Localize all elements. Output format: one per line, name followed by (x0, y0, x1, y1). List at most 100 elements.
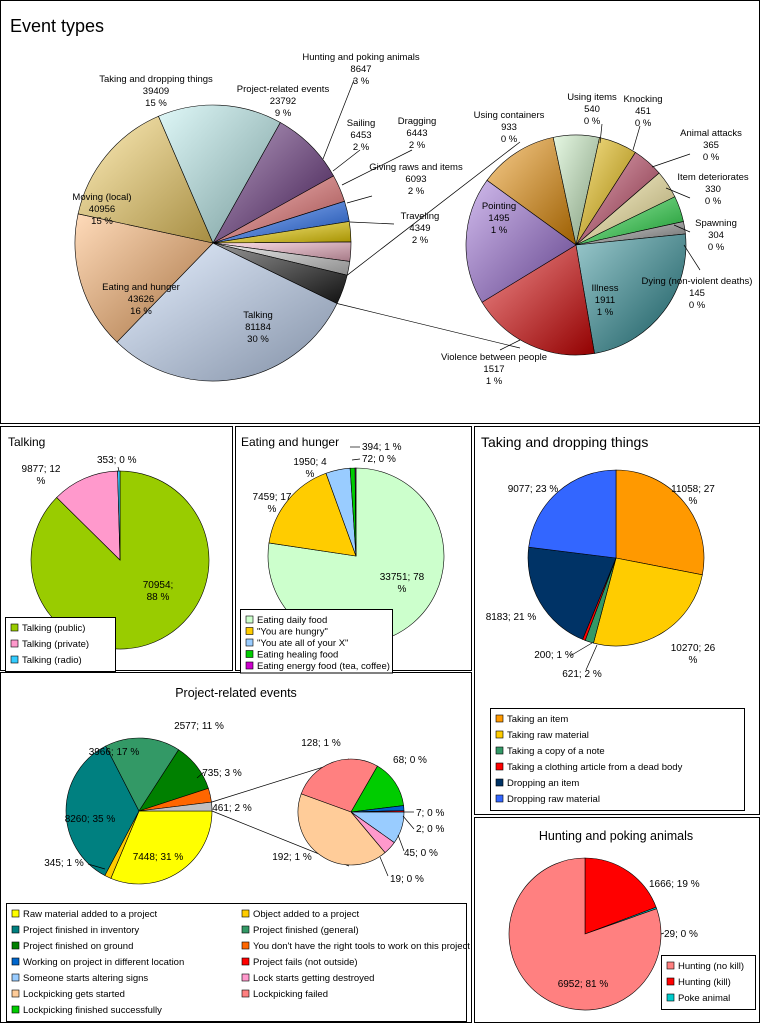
project-legend-entry-project-finished-on-ground: Project finished on ground (23, 941, 133, 952)
taking-legend-swatch-dropping-raw-material (495, 794, 504, 803)
project-legend-swatch-project-finished-on-ground (11, 941, 20, 950)
taking-legend-entry-taking-a-clothing-article-from-a-dead-body: Taking a clothing article from a dead bo… (507, 762, 683, 773)
project-slice-project-finished-general (105, 737, 180, 812)
taking-legend-swatch-taking-a-clothing-article-from-a-dead-body (495, 762, 504, 771)
taking-legend-entry-taking-raw-material: Taking raw material (507, 730, 589, 741)
project-legend-swatch-working-on-project-in-different-location (11, 957, 20, 966)
eating-label-hungry: 7459; 17% (253, 492, 292, 515)
event-types-label-moving-local: Moving (local) 40956 15 % (72, 192, 131, 227)
project-label-ground: 2577; 11 % (174, 721, 224, 732)
project-legend-entry-you-don-t-have-the-right-tools-to-work-on-this-project: You don't have the right tools to work o… (253, 941, 470, 952)
event-types-detail-label-spawning: Spawning 304 0 % (695, 218, 737, 253)
project-label-object: 345; 1 % (44, 858, 84, 869)
event-types-detail-label-dying-non-violent-deaths: Dying (non-violent deaths) 145 0 % (642, 276, 753, 311)
taking-legend-swatch-taking-raw-material (495, 730, 504, 739)
project-label-tools: 735; 3 % (202, 768, 242, 779)
project-legend-entry-object-added-to-a-project: Object added to a project (253, 909, 360, 920)
event-types-label-eating-and-hunger: Eating and hunger 43626 16 % (102, 282, 180, 317)
event-types-detail-leader-animal (651, 153, 691, 168)
eating-legend-swatch-you-are-hungry (245, 627, 254, 635)
event-types-label-taking-and-dropping-things: Taking and dropping things 39409 15 % (99, 74, 213, 109)
event-types-connector-bottom (336, 303, 521, 349)
talking-leader-radio (117, 466, 120, 472)
project-label-general: 3966; 17 % (89, 747, 140, 758)
event-types-leader-traveling (349, 221, 395, 225)
hunting-title: Hunting and poking animals (539, 829, 693, 843)
taking-label-item: 11058; 27% (671, 484, 715, 507)
project-legend-swatch-project-fails-not-outside (241, 957, 250, 966)
event-types-detail-label-animal-attacks: Animal attacks 365 0 % (680, 128, 742, 163)
project-legend-entry-lockpicking-finished-successfully: Lockpicking finished successfully (23, 1005, 162, 1016)
project-slice-raw-material-added-to-a-project (110, 810, 213, 885)
talking-legend-swatch-talking-private (10, 639, 19, 648)
project-detail-label-signs: 45; 0 % (404, 848, 438, 859)
event-types-label-traveling: Traveling 4349 2 % (401, 211, 440, 246)
hunting-leader-poke (660, 932, 665, 935)
taking-legend-entry-dropping-an-item: Dropping an item (507, 778, 579, 789)
hunting-legend-swatch-poke-animal (666, 993, 675, 1002)
event-types-label-dragging: Dragging 6443 2 % (398, 116, 437, 151)
project-legend-swatch-you-don-t-have-the-right-tools-to-work-on-this-project (241, 941, 250, 950)
taking-leader-note (585, 644, 598, 671)
project-detail-label-working: 7; 0 % (416, 808, 444, 819)
project-detail-label-lock-destroy: 19; 0 % (390, 874, 424, 885)
talking-legend-entry-talking-public: Talking (public) (22, 623, 85, 634)
eating-legend (240, 609, 393, 674)
eating-slice-eating-energy-food-tea-coffee (354, 467, 357, 557)
event-types-detail-label-pointing: Pointing 1495 1 % (482, 201, 516, 236)
project-detail-label-fails: 2; 0 % (416, 824, 444, 835)
taking-label-clothing: 200; 1 % (534, 650, 574, 661)
project-legend-entry-working-on-project-in-different-location: Working on project in different location (23, 957, 184, 968)
project-label-raw: 7448; 31 % (133, 852, 184, 863)
hunting-label-no-kill: 6952; 81 % (558, 979, 609, 990)
project-detail-label-lock-failed: 128; 1 % (301, 738, 341, 749)
hunting-legend-swatch-hunting-no-kill (666, 961, 675, 970)
event-types-slice-taking-and-dropping-things (158, 104, 281, 244)
eating-slice-you-are-hungry (268, 472, 357, 557)
project-legend-swatch-lockpicking-gets-started (11, 989, 20, 998)
eating-legend-entry-you-ate-all-of-your-x: "You ate all of your X" (257, 638, 348, 649)
taking-slice-dropping-an-item (527, 546, 617, 640)
eating-title: Eating and hunger (241, 435, 339, 449)
project-legend (6, 903, 467, 1022)
project-legend-swatch-raw-material-added-to-a-project (11, 909, 20, 918)
event-types-label-giving-raws-and-items: Giving raws and items 6093 2 % (369, 162, 463, 197)
event-types-detail-leader-dying (683, 244, 701, 271)
project-legend-swatch-project-finished-in-inventory (11, 925, 20, 934)
project-legend-entry-project-finished-in-inventory: Project finished in inventory (23, 925, 139, 936)
event-types-detail-leader-item-det (665, 187, 691, 199)
eating-legend-swatch-eating-daily-food (245, 615, 254, 624)
event-types-detail-label-item-deteriorates: Item deteriorates 330 0 % (677, 172, 749, 207)
taking-label-raw: 10270; 26% (671, 643, 716, 666)
taking-slice-taking-raw-material (593, 557, 703, 647)
project-title: Project-related events (175, 686, 297, 700)
eating-legend-swatch-eating-energy-food-tea-coffee (245, 661, 254, 670)
taking-label-drop-item: 8183; 21 % (486, 612, 537, 623)
talking-title: Talking (8, 435, 45, 449)
project-detail-slice-lockpicking-finished-successfully (350, 765, 404, 813)
talking-label-radio: 353; 0 % (97, 455, 137, 466)
project-legend-entry-lockpicking-gets-started: Lockpicking gets started (23, 989, 125, 1000)
event-types-detail-label-violence-between-people: Violence between people 1517 1 % (441, 352, 547, 387)
taking-legend-swatch-taking-an-item (495, 714, 504, 723)
project-legend-swatch-object-added-to-a-project (241, 909, 250, 918)
hunting-legend-entry-hunting-kill: Hunting (kill) (678, 977, 731, 988)
eating-legend-entry-eating-healing-food: Eating healing food (257, 650, 338, 661)
event-types-label-talking: Talking 81184 30 % (243, 310, 273, 345)
hunting-label-poke: 29; 0 % (664, 929, 698, 940)
project-detail-slice-lockpicking-gets-started (297, 793, 386, 866)
eating-label-healing: 394; 1 % (362, 442, 402, 453)
project-detail-label-lock-started: 192; 1 % (272, 852, 312, 863)
taking-legend-entry-dropping-raw-material: Dropping raw material (507, 794, 600, 805)
event-types-leader-dragging (341, 149, 413, 186)
project-legend-entry-lock-starts-getting-destroyed: Lock starts getting destroyed (253, 973, 374, 984)
taking-legend-entry-taking-an-item: Taking an item (507, 714, 568, 725)
taking-slice-taking-an-item (615, 469, 705, 576)
event-types-detail-slice-pointing (465, 179, 577, 303)
talking-label-public: 70954; 88 % (143, 580, 174, 603)
taking-leader-clothing (569, 642, 593, 657)
event-types-detail-slice-illness (575, 233, 687, 354)
event-types-connector-top (346, 141, 521, 276)
eating-legend-swatch-eating-healing-food (245, 650, 254, 658)
